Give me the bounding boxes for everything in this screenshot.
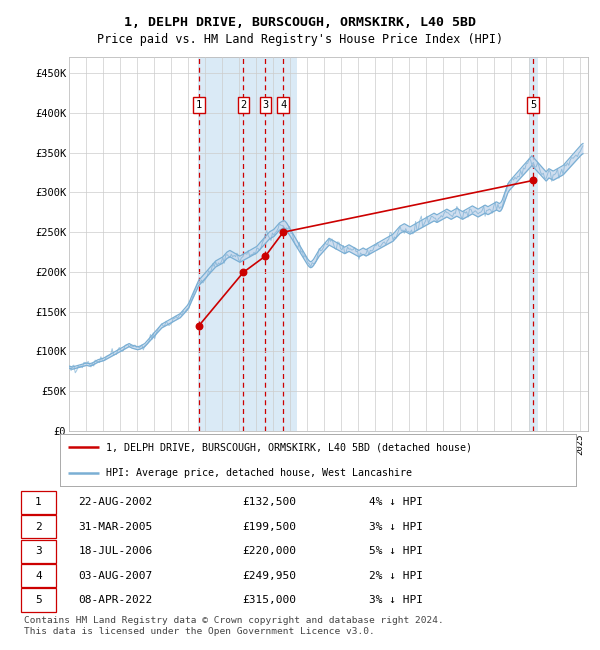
Text: 2% ↓ HPI: 2% ↓ HPI <box>369 571 423 580</box>
Text: 1: 1 <box>35 497 42 507</box>
Text: £249,950: £249,950 <box>242 571 296 580</box>
Text: 5: 5 <box>530 100 536 110</box>
Text: 3% ↓ HPI: 3% ↓ HPI <box>369 522 423 532</box>
Text: £315,000: £315,000 <box>242 595 296 605</box>
Point <box>260 251 270 261</box>
Text: £220,000: £220,000 <box>242 546 296 556</box>
Point <box>239 267 248 278</box>
Text: 1: 1 <box>196 100 202 110</box>
Text: 5: 5 <box>35 595 42 605</box>
Text: 2: 2 <box>240 100 247 110</box>
Text: 4: 4 <box>280 100 286 110</box>
Text: 3% ↓ HPI: 3% ↓ HPI <box>369 595 423 605</box>
Text: 22-AUG-2002: 22-AUG-2002 <box>78 497 152 507</box>
FancyBboxPatch shape <box>20 515 56 538</box>
Bar <box>529 57 538 431</box>
Text: 2: 2 <box>35 522 42 532</box>
Text: 5% ↓ HPI: 5% ↓ HPI <box>369 546 423 556</box>
Bar <box>198 57 298 431</box>
Text: 3: 3 <box>262 100 269 110</box>
FancyBboxPatch shape <box>20 491 56 514</box>
Text: 4% ↓ HPI: 4% ↓ HPI <box>369 497 423 507</box>
Text: 1, DELPH DRIVE, BURSCOUGH, ORMSKIRK, L40 5BD: 1, DELPH DRIVE, BURSCOUGH, ORMSKIRK, L40… <box>124 16 476 29</box>
FancyBboxPatch shape <box>20 564 56 587</box>
Text: £199,500: £199,500 <box>242 522 296 532</box>
Text: HPI: Average price, detached house, West Lancashire: HPI: Average price, detached house, West… <box>106 468 412 478</box>
Text: Price paid vs. HM Land Registry's House Price Index (HPI): Price paid vs. HM Land Registry's House … <box>97 32 503 46</box>
FancyBboxPatch shape <box>20 588 56 612</box>
Text: 08-APR-2022: 08-APR-2022 <box>78 595 152 605</box>
Point <box>278 227 288 237</box>
Text: 3: 3 <box>35 546 42 556</box>
Text: 4: 4 <box>35 571 42 580</box>
Text: £132,500: £132,500 <box>242 497 296 507</box>
Point <box>194 320 204 331</box>
FancyBboxPatch shape <box>20 540 56 563</box>
Text: 31-MAR-2005: 31-MAR-2005 <box>78 522 152 532</box>
Text: Contains HM Land Registry data © Crown copyright and database right 2024.
This d: Contains HM Land Registry data © Crown c… <box>24 616 444 636</box>
Text: 03-AUG-2007: 03-AUG-2007 <box>78 571 152 580</box>
Point <box>528 176 538 186</box>
Text: 18-JUL-2006: 18-JUL-2006 <box>78 546 152 556</box>
Text: 1, DELPH DRIVE, BURSCOUGH, ORMSKIRK, L40 5BD (detached house): 1, DELPH DRIVE, BURSCOUGH, ORMSKIRK, L40… <box>106 442 472 452</box>
